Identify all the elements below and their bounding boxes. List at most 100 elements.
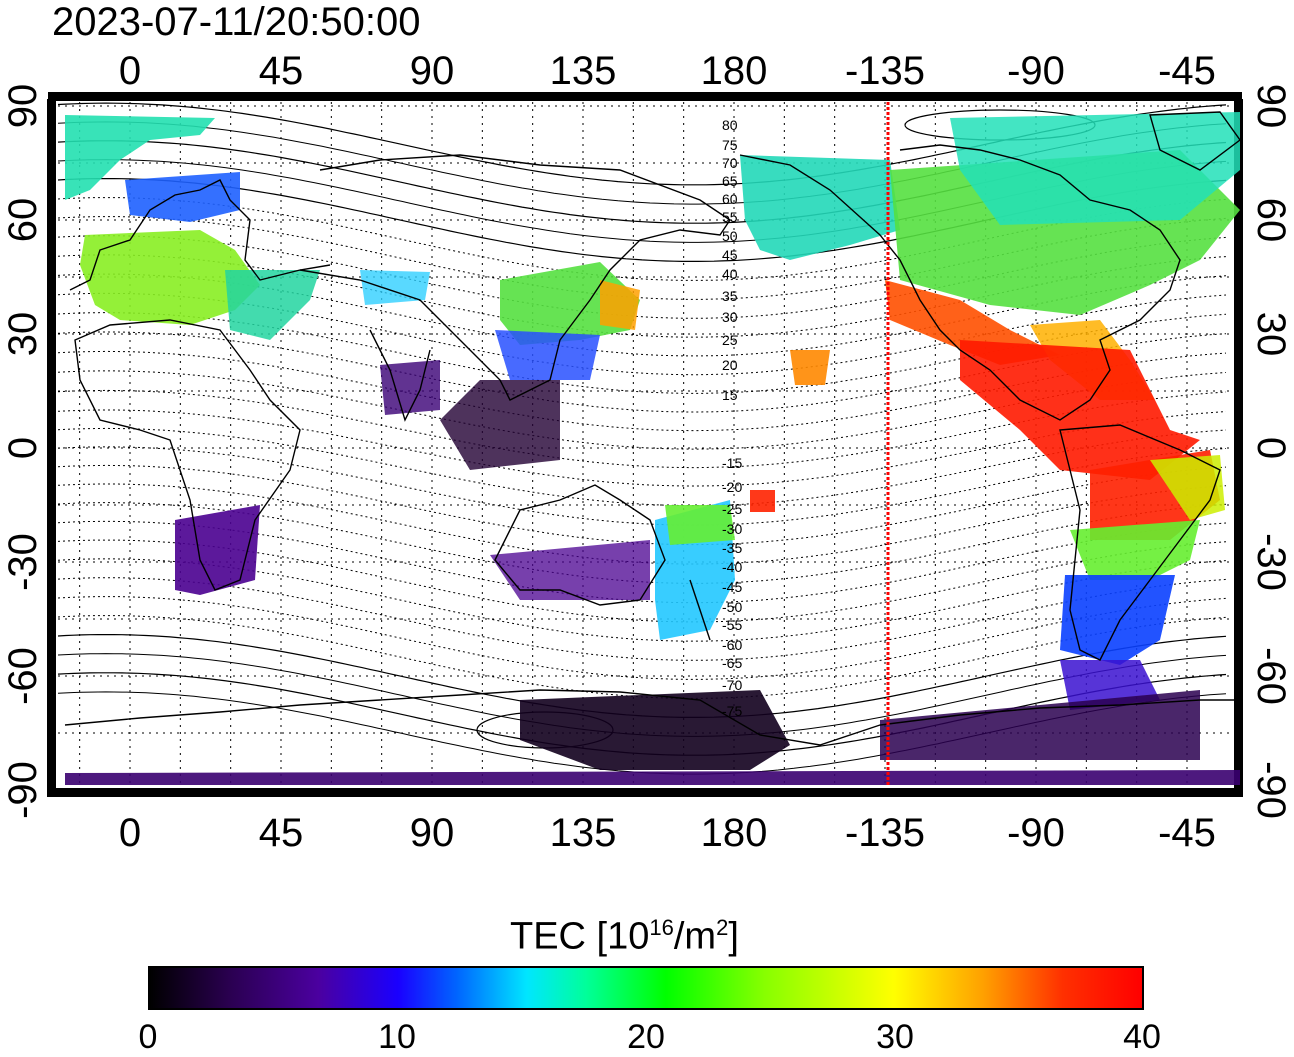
tec-world-map: 0 45 90 135 180 -135 -90 -450 45 90 135 180 -135 -90-… <box>1 49 1293 855</box>
right-lat-label: 30 <box>1249 312 1293 357</box>
colorbar-title: TEC [1016/m2] <box>510 906 739 959</box>
contour-label: -20 <box>722 479 742 495</box>
contour-label: 30 <box>722 309 738 325</box>
tec-patch-arctic-europe <box>65 115 215 200</box>
coastlines <box>64 111 1241 746</box>
contour-label: -70 <box>722 677 742 693</box>
tec-patch-east-china <box>495 330 600 380</box>
top-lon-label: 180 <box>701 49 768 93</box>
bottom-lon-label: 180 <box>701 811 768 855</box>
contour-label: 75 <box>722 137 738 153</box>
axis-labels: 0 45 90 135 180 -135 -90 -450 45 90 135 180 -135 -90-… <box>1 49 1293 855</box>
colorbar-tick-20: 20 <box>627 1018 665 1056</box>
contour-label: -40 <box>722 559 742 575</box>
map-left-bar <box>48 92 56 796</box>
contour-label: -75 <box>722 703 742 719</box>
contour-labels: 80 75 70 65 60 55 50 45 40 35 30 25 20 15 -15 -20 -25 -30… <box>722 117 742 719</box>
left-lat-label: 30 <box>1 312 45 357</box>
coast-europe <box>69 179 331 291</box>
right-lat-label: -30 <box>1249 533 1293 591</box>
left-lat-label: -90 <box>1 761 45 819</box>
contour-label: -55 <box>722 617 742 633</box>
top-lon-label: -90 <box>1007 49 1065 93</box>
tec-patch-fiji <box>750 490 775 512</box>
colorbar-tick-0: 0 <box>138 1018 158 1056</box>
right-lat-label: -90 <box>1249 761 1293 819</box>
contour-label: -45 <box>722 579 742 595</box>
right-lat-label: -60 <box>1249 647 1293 705</box>
bottom-lon-label: -45 <box>1158 811 1216 855</box>
magnetic-contour <box>57 331 1227 413</box>
top-lon-label: 45 <box>259 49 304 93</box>
bottom-lon-label: 135 <box>550 811 617 855</box>
bottom-lon-label: -90 <box>1007 811 1065 855</box>
colorbar-tick-40: 40 <box>1123 1018 1161 1056</box>
top-lon-label: -135 <box>845 49 925 93</box>
contour-label: -25 <box>722 501 742 517</box>
tec-data-patches <box>65 112 1240 785</box>
contour-label: 50 <box>722 228 738 244</box>
tec-patch-japan-east <box>600 280 640 330</box>
contour-label: -65 <box>722 655 742 671</box>
map-top-bar <box>48 92 1242 100</box>
coast-india <box>369 329 431 422</box>
bottom-lon-label: 45 <box>259 811 304 855</box>
timestamp-title: 2023-07-11/20:50:00 <box>52 0 421 44</box>
top-lon-label: -45 <box>1158 49 1216 93</box>
tec-patch-australia <box>490 540 650 600</box>
contour-label: 15 <box>722 387 738 403</box>
tec-patch-antarctica-band <box>65 770 1240 785</box>
tec-patch-arctic-na <box>950 112 1240 225</box>
map-bottom-bar <box>48 788 1242 796</box>
coast-south-america <box>1059 424 1221 661</box>
left-lat-label: 90 <box>1 84 45 129</box>
contour-label: 55 <box>722 209 738 225</box>
right-lat-label: 60 <box>1249 198 1293 243</box>
tec-colorbar <box>148 966 1144 1010</box>
contour-label: 80 <box>722 117 738 133</box>
tec-patch-antarctica-west <box>880 690 1200 760</box>
tec-patch-india <box>380 360 440 415</box>
tec-patch-nz-top <box>665 505 735 545</box>
contour-label: 45 <box>722 247 738 263</box>
right-lat-label: 90 <box>1249 84 1293 129</box>
contour-label: 65 <box>722 173 738 189</box>
contour-label: -60 <box>722 637 742 653</box>
magnetic-contour <box>57 370 1227 450</box>
tec-patch-mideast <box>225 270 320 340</box>
left-lat-label: -30 <box>1 533 45 591</box>
colorbar-tick-30: 30 <box>876 1018 914 1056</box>
magnetic-contour <box>57 350 1227 432</box>
contour-label: 60 <box>722 191 738 207</box>
tec-patch-sa-south <box>1060 575 1175 665</box>
magnetic-contour <box>57 254 1227 338</box>
coast-asia <box>299 154 731 401</box>
magnetic-contour <box>57 427 1227 507</box>
contour-label: 25 <box>722 332 738 348</box>
contour-label: 70 <box>722 155 738 171</box>
magnetic-contour <box>57 596 1227 680</box>
contour-label: 40 <box>722 266 738 282</box>
tec-patch-sa-mid <box>1070 520 1200 580</box>
coast-north-america <box>739 144 1181 421</box>
contour-label: -50 <box>722 599 742 615</box>
map-right-bar <box>1234 92 1242 796</box>
bottom-lon-label: 90 <box>410 811 455 855</box>
magnetic-contour <box>57 389 1227 469</box>
top-lon-label: 135 <box>550 49 617 93</box>
right-lat-label: 0 <box>1249 437 1293 459</box>
tec-patch-philippines <box>440 380 560 470</box>
contour-label: -15 <box>722 455 742 471</box>
colorbar-title-sup1: 16 <box>649 915 674 940</box>
magnetic-contour <box>57 577 1227 661</box>
contour-label: 20 <box>722 357 738 373</box>
contour-label: -30 <box>722 521 742 537</box>
left-lat-label: -60 <box>1 647 45 705</box>
contour-label: 35 <box>722 288 738 304</box>
top-lon-label: 90 <box>410 49 455 93</box>
tec-patch-asia-north <box>360 270 430 305</box>
coast-antarctica <box>64 689 1240 746</box>
tec-patch-alaska <box>740 155 900 260</box>
coast-nz <box>689 579 711 641</box>
left-lat-label: 60 <box>1 198 45 243</box>
